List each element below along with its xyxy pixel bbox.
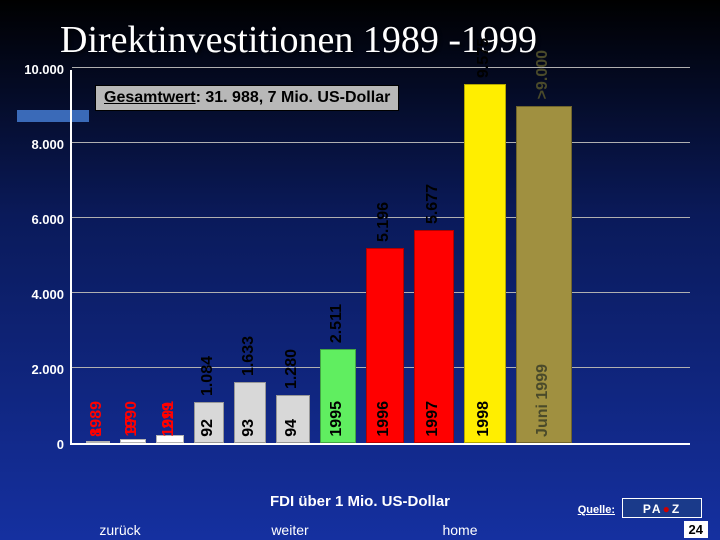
bar-year-label: 93 xyxy=(240,419,258,437)
next-button[interactable]: weiter xyxy=(230,522,350,538)
y-tick-label: 10.000 xyxy=(10,62,64,77)
plot-area: 8198997199021919911.084921.633931.280942… xyxy=(70,70,690,445)
bar-value-label: 1.280 xyxy=(283,349,301,389)
bar-year-label: 1996 xyxy=(375,401,393,437)
bar-chart: 8198997199021919911.084921.633931.280942… xyxy=(10,62,710,472)
bar-value-label: 5.196 xyxy=(375,202,393,242)
annotation-value: : 31. 988, 7 Mio. US-Dollar xyxy=(196,89,391,106)
bar-value-label: 5.677 xyxy=(424,184,442,224)
y-tick-label: 4.000 xyxy=(10,287,64,302)
bar-year-label: 1991 xyxy=(160,401,178,437)
bar-year-label: 1998 xyxy=(475,401,493,437)
bar-year-label: 1989 xyxy=(88,401,106,437)
back-button[interactable]: zurück xyxy=(60,522,180,538)
bar-year-label: Juni 1999 xyxy=(534,364,552,437)
bar-value-label: 9.575 xyxy=(475,38,493,78)
y-tick-label: 8.000 xyxy=(10,137,64,152)
bar-year-label: 1990 xyxy=(123,401,141,437)
footer-nav: zurück weiter home 24 xyxy=(0,518,720,540)
logo: PA●Z xyxy=(622,498,702,518)
bar-value-label: >9.000 xyxy=(534,50,552,99)
bar-value-label: 1.084 xyxy=(199,356,217,396)
bar xyxy=(464,84,506,443)
page-title: Direktinvestitionen 1989 -1999 xyxy=(60,18,537,62)
bar xyxy=(86,441,110,443)
gridline xyxy=(72,142,690,143)
bar-year-label: 1997 xyxy=(424,401,442,437)
y-tick-label: 2.000 xyxy=(10,362,64,377)
page-number: 24 xyxy=(684,521,708,538)
bar-year-label: 1995 xyxy=(328,401,346,437)
home-button[interactable]: home xyxy=(400,522,520,538)
bar-year-label: 92 xyxy=(199,419,217,437)
gridline xyxy=(72,67,690,68)
bar xyxy=(120,439,146,443)
bar-value-label: 2.511 xyxy=(328,304,346,343)
annotation-prefix: Gesamtwert xyxy=(104,89,196,106)
source-label: Quelle: xyxy=(578,504,615,516)
total-annotation: Gesamtwert: 31. 988, 7 Mio. US-Dollar xyxy=(95,85,399,111)
bar-year-label: 94 xyxy=(283,419,301,437)
bar-value-label: 1.633 xyxy=(240,336,258,376)
y-tick-label: 6.000 xyxy=(10,212,64,227)
y-tick-label: 0 xyxy=(10,437,64,452)
